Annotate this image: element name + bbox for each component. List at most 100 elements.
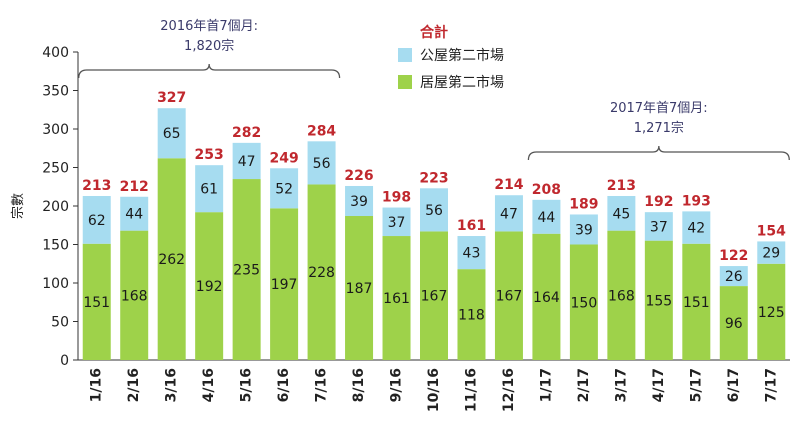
data-label-public: 45: [612, 206, 630, 222]
bar-segment-hos: [569, 244, 598, 360]
bar-segment-hos: [232, 179, 261, 360]
data-label-hos: 187: [346, 281, 373, 297]
data-label-total: 249: [269, 150, 298, 166]
x-tick-label: 12/16: [501, 368, 517, 412]
x-tick-label: 6/16: [276, 368, 292, 402]
data-label-hos: 228: [308, 265, 335, 281]
data-label-total: 189: [569, 196, 598, 212]
y-tick-label: 150: [42, 238, 69, 254]
annotation-total: 1,820宗: [184, 38, 234, 54]
data-label-total: 198: [382, 190, 411, 206]
bar-segment-public: [345, 185, 374, 217]
bar-segment-public: [569, 214, 598, 245]
x-tick-label: 9/16: [389, 368, 405, 402]
data-label-hos: 125: [758, 305, 785, 321]
data-label-public: 47: [238, 154, 256, 170]
data-label-hos: 161: [383, 291, 410, 307]
legend-label: 公屋第二市場: [420, 47, 504, 64]
bar-segment-hos: [120, 230, 149, 360]
data-label-public: 52: [275, 181, 293, 197]
bar-segment-public: [307, 141, 336, 185]
bar-segment-public: [457, 236, 486, 270]
x-tick-label: 8/16: [351, 368, 367, 402]
data-label-total: 208: [532, 182, 561, 198]
bar-segment-hos: [494, 231, 523, 360]
data-label-public: 29: [762, 246, 780, 262]
y-axis-label: 宗數: [10, 193, 26, 219]
bar-segment-public: [82, 195, 111, 244]
legend-title: 合計: [420, 24, 448, 41]
data-label-hos: 96: [725, 316, 743, 332]
data-label-public: 65: [163, 126, 181, 142]
bar-segment-public: [757, 241, 786, 264]
y-tick-label: 100: [42, 276, 69, 292]
data-label-total: 213: [607, 178, 636, 194]
y-tick-label: 0: [60, 353, 69, 369]
bar-segment-hos: [682, 243, 711, 360]
x-tick-label: 6/17: [726, 368, 742, 402]
data-label-public: 37: [388, 215, 406, 231]
x-tick-label: 4/17: [651, 368, 667, 402]
bar-segment-public: [120, 196, 149, 231]
x-tick-label: 2/17: [576, 368, 592, 402]
brace: [78, 63, 341, 79]
axes: 0 50 100 150 200 250 300 350 400 宗數 1/16 2/16 3/16 4/…: [10, 45, 790, 412]
y-tick-label: 300: [42, 122, 69, 138]
data-label-total: 284: [307, 123, 336, 139]
data-label-hos: 164: [533, 290, 560, 306]
x-tick-label: 3/17: [613, 368, 629, 402]
data-label-public: 61: [200, 182, 218, 198]
annotation-period: 2017年首7個月:: [610, 101, 708, 116]
bar-segment-public: [195, 165, 224, 213]
data-label-hos: 192: [196, 279, 223, 295]
x-tick-label: 3/16: [164, 368, 180, 402]
data-labels: 151 62 213 168 44 212 262 65 327 192 61 253 235 47 282…: [82, 90, 786, 332]
bar-segment-public: [382, 207, 411, 237]
bar-segment-hos: [757, 263, 786, 360]
bar-segment-public: [494, 195, 523, 232]
data-label-total: 213: [82, 178, 111, 194]
bar-segment-public: [420, 188, 448, 232]
data-label-public: 56: [425, 203, 443, 219]
bar-segment-public: [644, 212, 673, 241]
brace: [527, 145, 790, 161]
bars: [82, 108, 786, 360]
data-label-total: 214: [494, 177, 523, 193]
bar-segment-public: [682, 211, 711, 244]
legend-swatch: [398, 75, 412, 89]
data-label-total: 161: [457, 218, 486, 234]
bar-segment-public: [157, 108, 186, 159]
data-label-public: 26: [725, 269, 743, 285]
data-label-hos: 151: [83, 295, 110, 311]
data-label-public: 37: [650, 219, 668, 235]
bar-segment-hos: [719, 286, 748, 360]
bar-segment-hos: [195, 212, 224, 360]
data-label-public: 39: [575, 222, 593, 238]
x-tick-label: 7/16: [314, 368, 330, 402]
bar-segment-hos: [157, 158, 186, 360]
data-label-hos: 262: [158, 252, 185, 268]
bar-segment-hos: [644, 240, 673, 360]
bar-segment-hos: [532, 233, 561, 360]
bar-segment-public: [270, 168, 299, 209]
data-label-hos: 167: [421, 289, 448, 305]
data-label-total: 154: [757, 223, 786, 239]
data-label-public: 47: [500, 206, 518, 222]
y-tick-label: 400: [42, 45, 69, 61]
data-label-hos: 118: [458, 308, 485, 324]
bar-segment-public: [719, 266, 748, 287]
data-label-total: 282: [232, 125, 261, 141]
data-label-public: 44: [538, 210, 556, 226]
y-tick-label: 250: [42, 161, 69, 177]
bar-segment-hos: [345, 216, 374, 360]
x-tick-label: 10/16: [426, 368, 442, 412]
bar-segment-public: [532, 199, 561, 234]
data-label-public: 43: [463, 246, 481, 262]
data-label-hos: 168: [608, 288, 635, 304]
bar-segment-public: [232, 142, 261, 180]
bar-segment-hos: [607, 230, 636, 360]
data-label-public: 44: [125, 207, 143, 223]
bar-segment-hos: [270, 208, 299, 360]
